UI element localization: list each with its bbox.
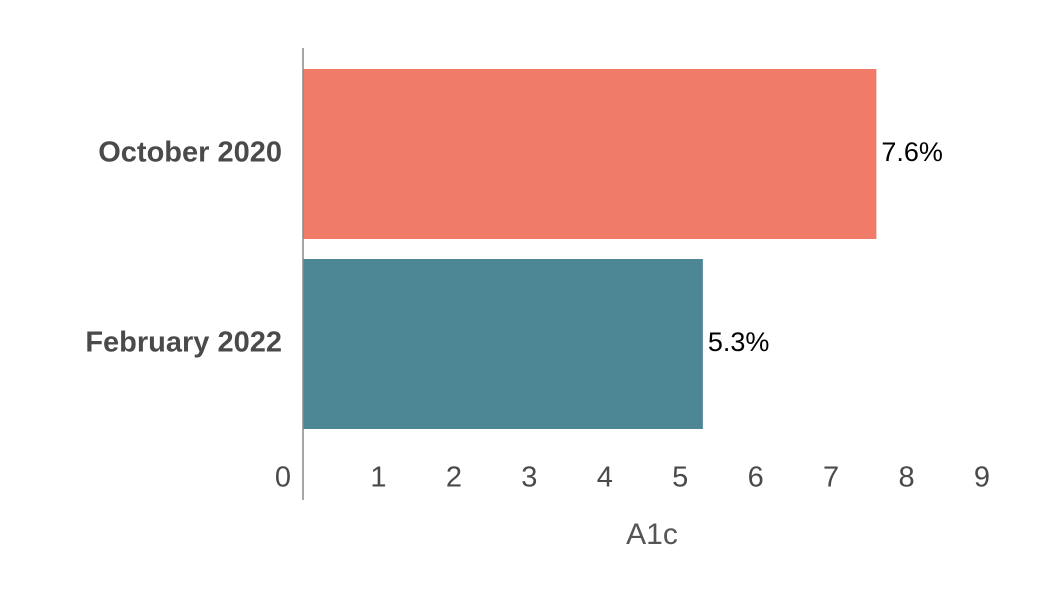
value-label: 5.3%	[708, 327, 770, 357]
x-tick-label: 4	[597, 462, 613, 494]
bar	[303, 69, 877, 239]
x-tick-label: 3	[521, 462, 537, 494]
x-axis-label: A1c	[626, 518, 678, 551]
x-tick-label: 8	[898, 462, 914, 494]
x-tick-label: 9	[974, 462, 990, 494]
bar	[303, 259, 703, 429]
value-label: 7.6%	[881, 137, 943, 167]
y-tick-label: October 2020	[98, 137, 282, 169]
x-tick-label: 6	[748, 462, 764, 494]
x-tick-label: 5	[672, 462, 688, 494]
x-tick-label: 7	[823, 462, 839, 494]
x-tick-label: 1	[370, 462, 386, 494]
x-tick-label: 2	[446, 462, 462, 494]
y-tick-label: February 2022	[85, 327, 282, 359]
x-tick-label: 0	[275, 462, 291, 494]
